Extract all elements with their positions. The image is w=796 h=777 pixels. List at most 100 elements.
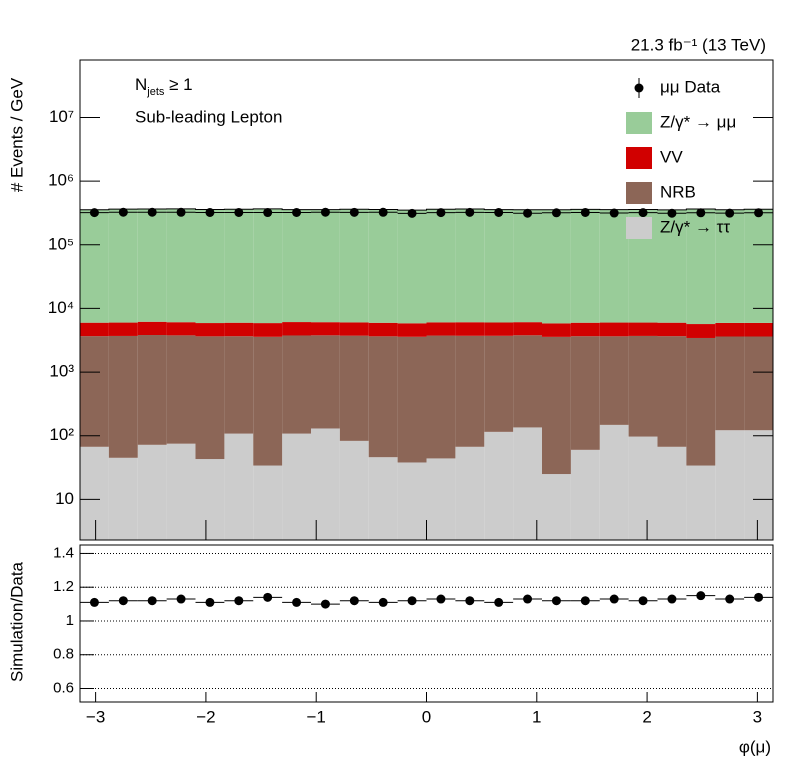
histogram-bar: [224, 209, 254, 323]
histogram-bar: [484, 209, 514, 323]
histogram-bar: [455, 322, 485, 336]
histogram-bar: [282, 209, 311, 323]
histogram-bar: [166, 322, 196, 336]
ratio-point: [696, 591, 706, 601]
data-point: [494, 207, 504, 217]
histogram-bar: [744, 336, 773, 431]
histogram-bar: [80, 322, 109, 337]
data-point: [147, 207, 157, 217]
ratio-point: [609, 594, 619, 604]
y-tick-label: 1.4: [53, 544, 74, 561]
histogram-bar: [108, 322, 138, 336]
annotation-main: N: [135, 75, 147, 94]
data-point: [465, 207, 475, 217]
histogram-bar: [224, 322, 254, 337]
data-point: [436, 208, 446, 218]
ratio-point: [292, 597, 302, 607]
x-tick-label: −1: [307, 707, 326, 726]
histogram-bar: [195, 323, 225, 337]
plot-frame: [79, 544, 774, 703]
histogram-bar: [570, 209, 600, 323]
histogram-bar: [426, 335, 456, 459]
ratio-point: [349, 596, 359, 606]
histogram-bar: [311, 209, 340, 323]
histogram-bar: [628, 322, 658, 336]
ratio-point: [494, 597, 504, 607]
histogram-bar: [253, 336, 283, 466]
data-point: [234, 207, 244, 217]
data-point: [580, 207, 590, 217]
ratio-point: [667, 594, 677, 604]
x-tick-label: 2: [642, 707, 651, 726]
x-tick-label: 3: [753, 707, 762, 726]
histogram-bar: [195, 336, 225, 460]
histogram-bar: [657, 336, 687, 447]
histogram-bar: [628, 436, 658, 540]
data-point: [638, 208, 648, 218]
y-axis-title: # Events / GeV: [7, 77, 26, 192]
histogram-bar: [368, 457, 398, 540]
histogram-bar: [657, 322, 687, 337]
ratio-y-axis-title: Simulation/Data: [7, 561, 26, 682]
legend-label: Z/γ* → μμ: [660, 112, 736, 131]
y-tick-label: 10⁵: [48, 234, 74, 253]
histogram-bar: [715, 322, 745, 337]
histogram-bar: [686, 208, 716, 325]
histogram-bar: [513, 335, 542, 428]
histogram-bar: [599, 322, 629, 337]
data-point: [667, 208, 677, 218]
histogram-bar: [426, 209, 456, 323]
annotation-sub: jets: [146, 86, 165, 98]
histogram-bar: [599, 424, 629, 540]
histogram-bar: [599, 209, 629, 323]
histogram-bar: [253, 208, 283, 324]
histogram-bar: [542, 323, 571, 337]
histogram-bar: [686, 465, 716, 540]
histogram-bar: [108, 209, 138, 323]
histogram-bar: [657, 446, 687, 540]
y-tick-label: 10³: [49, 362, 74, 381]
histogram-bar: [744, 209, 773, 323]
ratio-point: [89, 597, 99, 607]
histogram-bar: [108, 457, 138, 540]
histogram-bar: [80, 446, 109, 540]
y-tick-label: 10⁴: [48, 298, 74, 317]
histogram-bar: [195, 209, 225, 324]
x-tick-label: 0: [422, 707, 431, 726]
histogram-bar: [455, 335, 485, 447]
data-point: [118, 207, 128, 217]
histogram-bar: [426, 458, 456, 540]
histogram-bar: [484, 335, 514, 432]
histogram-bar: [397, 336, 427, 463]
ratio-point: [176, 594, 186, 604]
lumi-label: 21.3 fb⁻¹ (13 TeV): [631, 35, 766, 54]
histogram-bar: [166, 443, 196, 540]
histogram-bar: [137, 335, 167, 445]
histogram-bar: [744, 430, 773, 540]
data-point: [523, 208, 533, 218]
ratio-point: [378, 597, 388, 607]
histogram-bar: [570, 322, 600, 337]
ratio-point: [320, 599, 330, 609]
data-point: [263, 208, 273, 218]
histogram-bar: [368, 209, 398, 323]
annotation: Njets ≥ 1: [135, 75, 193, 97]
data-point: [696, 208, 706, 218]
histogram-bar: [513, 322, 542, 336]
histogram-bar: [166, 208, 196, 323]
histogram-bar: [339, 440, 369, 540]
histogram-bar: [686, 324, 716, 338]
data-point: [725, 208, 735, 218]
data-point: [89, 208, 99, 218]
histogram-bar: [542, 336, 571, 475]
y-tick-label: 10: [55, 489, 74, 508]
histogram-bar: [542, 209, 571, 324]
legend-swatch: [626, 217, 652, 239]
ratio-point: [234, 596, 244, 606]
histogram-bar: [570, 449, 600, 540]
histogram-bar: [455, 208, 485, 323]
y-tick-label: 10⁷: [49, 107, 74, 126]
histogram-bar: [282, 433, 311, 540]
histogram-bar: [426, 322, 456, 336]
